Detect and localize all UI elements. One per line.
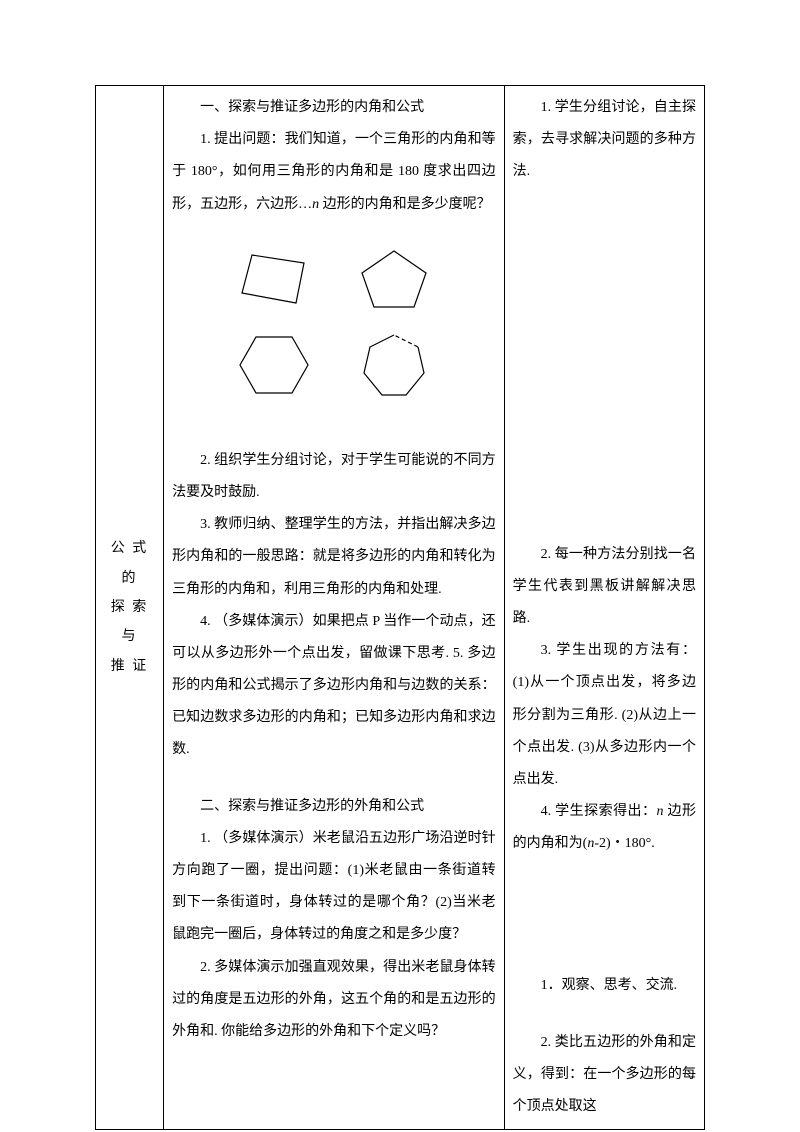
heptagon-icon xyxy=(354,329,434,401)
section1-p2: 2. 组织学生分组讨论，对于学生可能说的不同方法要及时鼓励. xyxy=(172,445,496,509)
spacer xyxy=(172,767,496,791)
right-p3: 3. 学生出现的方法有：(1)从一个顶点出发，将多边形分割为三角形. (2)从边… xyxy=(513,635,696,796)
hept-solid xyxy=(364,335,424,395)
teacher-activity-cell: 一、探索与推证多边形的内角和公式 1. 提出问题：我们知道，一个三角形的内角和等… xyxy=(164,86,505,1130)
student-activity-cell: 1. 学生分组讨论，自主探索，去寻求解决问题的多种方法. 2. 每一种方法分别找… xyxy=(504,86,704,1130)
right-p2: 2. 每一种方法分别找一名学生代表到黑板讲解解决思路. xyxy=(513,539,696,636)
section2-p2: 2. 多媒体演示加强直观效果，得出米老鼠身体转过的角度是五边形的外角，这五个角的… xyxy=(172,952,496,1049)
shapes-row-2 xyxy=(172,329,496,401)
shapes-row-1 xyxy=(172,245,496,315)
hex-poly xyxy=(240,337,308,393)
right-p1: 1. 学生分组讨论，自主探索，去寻求解决问题的多种方法. xyxy=(513,92,696,189)
right-p6: 2. 类比五边形的外角和定义，得到：在一个多边形的每个顶点处取这 xyxy=(513,1027,696,1124)
right-spacer-3 xyxy=(513,1003,696,1027)
section1-p3: 3. 教师归纳、整理学生的方法，并指出解决多边形内角和的一般思路：就是将多边形的… xyxy=(172,509,496,606)
right-p4: 4. 学生探索得出：n 边形的内角和为(n-2)・180°. xyxy=(513,796,696,860)
right-spacer-1 xyxy=(513,189,696,539)
polygon-shapes-block xyxy=(172,221,496,445)
section-label-cell: 公 式 的 探 索 与 推 证 xyxy=(96,86,164,1130)
label-line-2: 探 索 与 xyxy=(104,593,155,652)
hept-dashed xyxy=(394,335,418,347)
right-p5: 1．观察、思考、交流. xyxy=(513,970,696,1002)
s1-p1-part-b: 边形的内角和是多少度呢？ xyxy=(319,197,491,212)
quad-poly xyxy=(242,255,304,303)
pent-poly xyxy=(362,251,426,307)
section2-title: 二、探索与推证多边形的外角和公式 xyxy=(172,791,496,823)
label-line-1: 公 式 的 xyxy=(104,534,155,593)
lesson-plan-table: 公 式 的 探 索 与 推 证 一、探索与推证多边形的内角和公式 1. 提出问题… xyxy=(95,85,705,1130)
r4-n: n xyxy=(657,804,664,819)
label-line-3: 推 证 xyxy=(104,652,155,681)
section1-title: 一、探索与推证多边形的内角和公式 xyxy=(172,92,496,124)
section1-p4: 4. （多媒体演示）如果把点 P 当作一个动点，还可以从多边形外一个点出发，留做… xyxy=(172,606,496,767)
pentagon-icon xyxy=(354,245,434,315)
quadrilateral-icon xyxy=(234,245,314,315)
hexagon-icon xyxy=(234,329,314,401)
right-spacer-2 xyxy=(513,860,696,970)
section2-p1: 1. （多媒体演示）米老鼠沿五边形广场沿逆时针方向跑了一圈，提出问题：(1)米老… xyxy=(172,823,496,952)
section1-p1: 1. 提出问题：我们知道，一个三角形的内角和等于 180°，如何用三角形的内角和… xyxy=(172,124,496,221)
r4-a: 4. 学生探索得出： xyxy=(541,804,657,819)
r4-c: -2)・180°. xyxy=(594,836,654,851)
